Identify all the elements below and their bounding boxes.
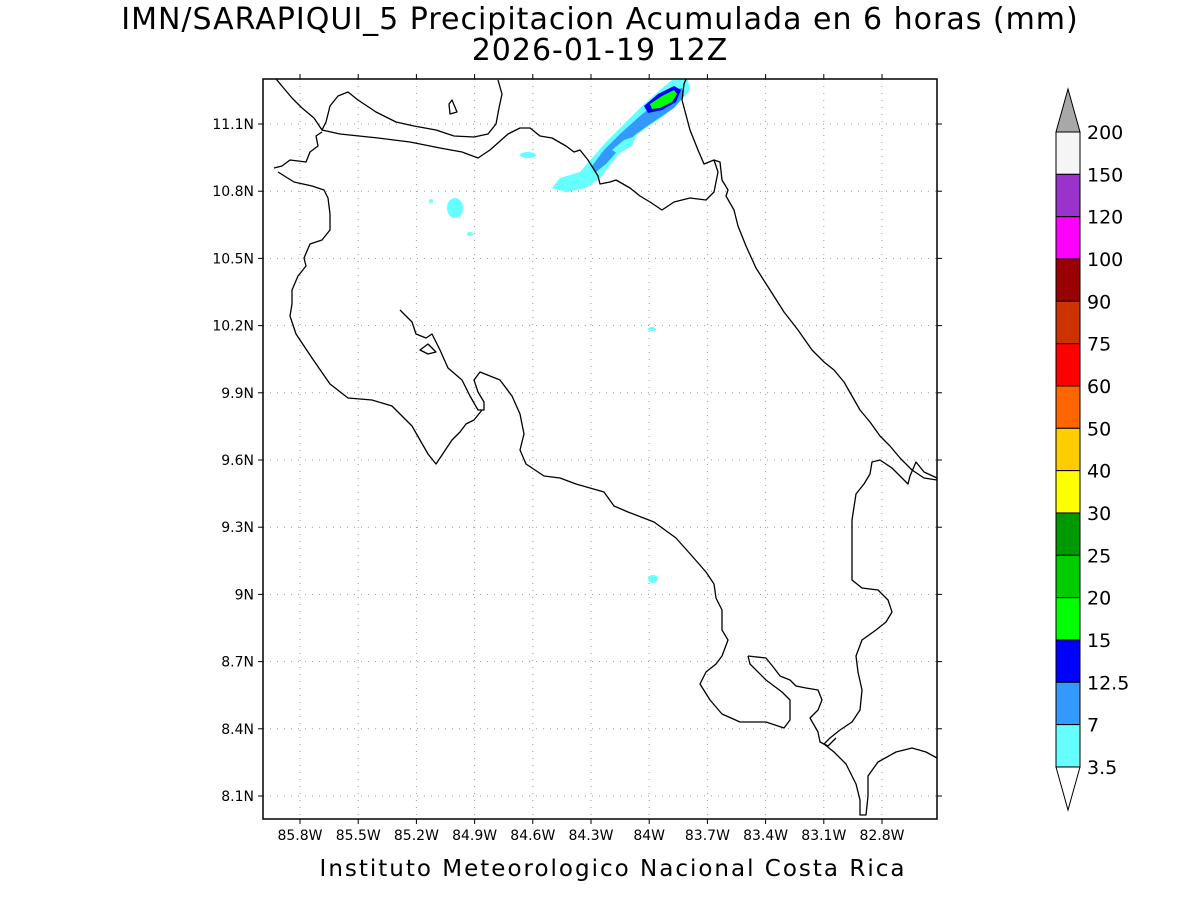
precip-spot [447, 198, 463, 218]
precip-area-15mm [650, 90, 677, 109]
colorbar-swatch [1055, 343, 1081, 387]
lon-label: 85.8W [277, 828, 322, 844]
lat-label: 10.2N [212, 319, 254, 335]
colorbar-swatch [1055, 681, 1081, 726]
lat-label: 9.3N [221, 520, 254, 536]
colorbar-label: 15 [1087, 630, 1111, 652]
precip-area-3.5mm-hole [612, 136, 636, 154]
colorbar-label: 200 [1087, 122, 1123, 144]
colorbar-swatch [1055, 724, 1081, 768]
colorbar-label: 12.5 [1087, 672, 1129, 694]
precip-spot [520, 152, 536, 158]
colorbar-swatch [1055, 173, 1081, 218]
map-title: IMN/SARAPIQUI_5 Precipitacion Acumulada … [121, 2, 1079, 37]
colorbar-label: 50 [1087, 418, 1111, 440]
lat-label: 8.1N [221, 789, 254, 805]
longitude-labels: 85.8W 85.5W 85.2W 84.9W 84.6W 84.3W 84W 83.7W 83… [277, 828, 904, 844]
lat-label: 8.7N [221, 655, 254, 671]
lon-label: 83.4W [743, 828, 788, 844]
lat-label: 10.5N [212, 251, 254, 267]
peninsula-coast [747, 655, 837, 747]
colorbar-swatch [1055, 131, 1081, 175]
map-footer: Instituto Meteorologico Nacional Costa R… [319, 856, 907, 882]
lat-label: 9.6N [221, 453, 254, 469]
lat-label: 9N [235, 587, 254, 603]
colorbar-label: 100 [1087, 249, 1123, 271]
lon-label: 83.1W [801, 828, 846, 844]
lon-label: 85.5W [336, 828, 381, 844]
colorbar-swatch [1055, 554, 1081, 599]
colorbar-swatch [1055, 470, 1081, 514]
colorbar-swatch [1055, 597, 1081, 641]
precip-spot [648, 575, 658, 583]
latitude-labels: 11.1N 10.8N 10.5N 10.2N 9.9N 9.6N 9.3N 9N 8.7N 8.… [212, 117, 254, 805]
map-frame [262, 78, 938, 820]
colorbar-label: 120 [1087, 207, 1123, 229]
colorbar-min-arrow [1055, 766, 1081, 812]
north-border [273, 131, 791, 729]
colorbar-swatch [1055, 427, 1081, 472]
lat-label: 8.4N [221, 722, 254, 738]
colorbar-label: 7 [1087, 715, 1099, 737]
caribbean-coast [713, 159, 937, 481]
lon-label: 84W [633, 828, 665, 844]
precipitation-shading [429, 80, 690, 583]
grid-lines [263, 79, 937, 819]
lon-label: 85.2W [394, 828, 439, 844]
nicaragua-lake-shore [275, 79, 503, 138]
colorbar-label: 60 [1087, 376, 1111, 398]
axis-ticks [258, 74, 942, 824]
precip-spot [648, 327, 656, 331]
colorbar-max-arrow [1055, 87, 1081, 133]
colorbar-label: 75 [1087, 334, 1111, 356]
island-outline [419, 343, 437, 355]
coastlines [273, 79, 937, 816]
lat-label: 10.8N [212, 184, 254, 200]
colorbar-label: 3.5 [1087, 757, 1117, 779]
colorbar-label: 150 [1087, 164, 1123, 186]
lake-island [448, 99, 458, 115]
map-datetime: 2026-01-19 12Z [471, 33, 729, 68]
panama-border [823, 459, 937, 816]
colorbar-swatch [1055, 300, 1081, 345]
lat-label: 9.9N [221, 386, 254, 402]
colorbar-swatch [1055, 216, 1081, 260]
lon-label: 82.8W [859, 828, 904, 844]
colorbar-label: 40 [1087, 461, 1111, 483]
precip-spot [467, 232, 473, 236]
colorbar-swatch [1055, 639, 1081, 683]
precip-spot [429, 199, 433, 203]
colorbar-label: 20 [1087, 588, 1111, 610]
lon-label: 84.9W [452, 828, 497, 844]
lon-label: 84.6W [510, 828, 555, 844]
colorbar-label: 25 [1087, 545, 1111, 567]
colorbar-swatch [1055, 512, 1081, 556]
color-bar: 200 150 120 100 90 75 60 50 40 30 25 20 15 12.5 7 3.5 [1055, 87, 1129, 812]
colorbar-label: 30 [1087, 503, 1111, 525]
lon-label: 83.7W [685, 828, 730, 844]
colorbar-swatch [1055, 258, 1081, 302]
lon-label: 84.3W [568, 828, 613, 844]
colorbar-label: 90 [1087, 291, 1111, 313]
colorbar-swatch [1055, 385, 1081, 429]
lat-label: 11.1N [212, 117, 254, 133]
